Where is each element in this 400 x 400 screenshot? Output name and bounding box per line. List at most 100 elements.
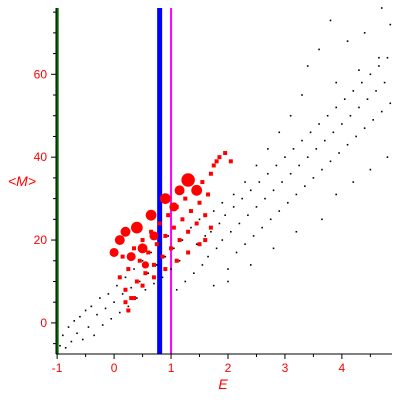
data-point-square [140, 238, 145, 243]
data-point-square [151, 262, 156, 267]
y-tick-label: 60 [34, 67, 48, 81]
data-point-dot [358, 69, 360, 71]
data-point-circle [126, 252, 136, 262]
data-point-dot [252, 235, 255, 237]
data-point-square [129, 296, 134, 301]
data-point-dot [318, 123, 320, 125]
data-point-dot [76, 332, 78, 335]
data-point-circle [141, 261, 150, 269]
data-point-dot [62, 334, 64, 337]
data-point-dot [369, 73, 372, 76]
data-point-circle [131, 221, 143, 234]
data-point-square [140, 283, 145, 288]
data-point-dot [241, 197, 244, 200]
data-point-dot [380, 7, 383, 9]
data-point-dot [198, 218, 201, 221]
data-point-dot [318, 48, 320, 51]
data-point-dot [338, 152, 340, 154]
y-tick-label: 20 [34, 233, 48, 247]
data-point-dot [272, 189, 275, 192]
data-point-dot [341, 123, 343, 125]
data-point-dot [380, 110, 383, 113]
data-point-dot [96, 313, 98, 316]
data-point-circle [174, 185, 185, 196]
data-point-square [186, 250, 191, 255]
data-point-square [163, 233, 168, 238]
data-point-dot [335, 193, 337, 196]
data-point-dot [335, 106, 337, 109]
data-point-dot [173, 247, 175, 250]
data-point-dot [212, 210, 215, 212]
data-point-dot [309, 131, 312, 134]
data-point-dot [269, 218, 272, 221]
data-point-dot [278, 210, 281, 212]
data-point-dot [207, 255, 209, 258]
data-point-dot [195, 243, 198, 245]
data-point-dot [230, 230, 232, 233]
data-point-dot [329, 160, 332, 163]
x-tick-label: -1 [52, 361, 63, 375]
data-point-dot [167, 235, 169, 237]
data-point-circle [109, 247, 119, 257]
data-point-dot [372, 119, 375, 121]
data-point-dot [67, 326, 70, 328]
data-points [59, 7, 392, 349]
data-point-dot [255, 206, 258, 208]
data-point-square [154, 242, 159, 247]
x-tick-label: 1 [168, 361, 175, 375]
data-point-dot [147, 272, 150, 274]
data-point-square [180, 217, 185, 222]
data-point-square [134, 279, 139, 284]
data-point-dot [181, 239, 184, 241]
data-point-dot [312, 177, 315, 179]
data-point-dot [118, 311, 121, 314]
data-point-dot [386, 156, 389, 158]
data-point-dot [193, 272, 195, 274]
data-point-dot [235, 251, 238, 254]
data-point-dot [286, 201, 289, 204]
data-point-dot [278, 131, 281, 134]
data-point-dot [375, 90, 377, 92]
data-point-square [208, 225, 213, 230]
data-point-dot [355, 135, 357, 138]
data-point-dot [244, 181, 246, 183]
data-point-dot [292, 148, 295, 150]
data-point-dot [81, 338, 84, 341]
data-point-square [186, 229, 191, 234]
data-point-dot [267, 148, 269, 150]
data-point-dot [306, 65, 309, 67]
data-point-dot [326, 114, 329, 117]
data-point-dot [258, 181, 261, 183]
data-point-square [223, 151, 228, 156]
data-point-dot [127, 305, 130, 308]
data-point-dot [315, 148, 318, 150]
data-point-square [211, 163, 216, 168]
x-tick-label: 0 [111, 361, 118, 375]
data-point-square [214, 159, 219, 164]
data-point-dot [70, 340, 73, 343]
data-point-square [163, 267, 168, 272]
data-point-circle [114, 235, 125, 245]
data-point-dot [150, 251, 152, 254]
y-tick-label: 40 [34, 150, 48, 164]
data-point-dot [383, 81, 386, 84]
data-point-dot [321, 168, 323, 171]
data-point-dot [281, 181, 283, 183]
data-point-circle [137, 243, 148, 254]
data-point-circle [169, 202, 179, 212]
data-point-square [228, 159, 233, 164]
data-point-dot [244, 243, 246, 245]
data-point-circle [159, 193, 171, 205]
data-point-circle [145, 209, 157, 221]
data-point-dot [64, 346, 67, 349]
data-point-dot [133, 268, 135, 270]
data-point-dot [329, 19, 332, 22]
data-point-dot [255, 164, 258, 167]
data-point-dot [358, 106, 360, 109]
data-point-dot [84, 309, 87, 312]
data-point-dot [332, 131, 335, 134]
data-point-dot [79, 315, 81, 318]
x-tick-label: 4 [339, 361, 346, 375]
data-point-dot [298, 164, 300, 167]
data-point-square [171, 225, 176, 230]
